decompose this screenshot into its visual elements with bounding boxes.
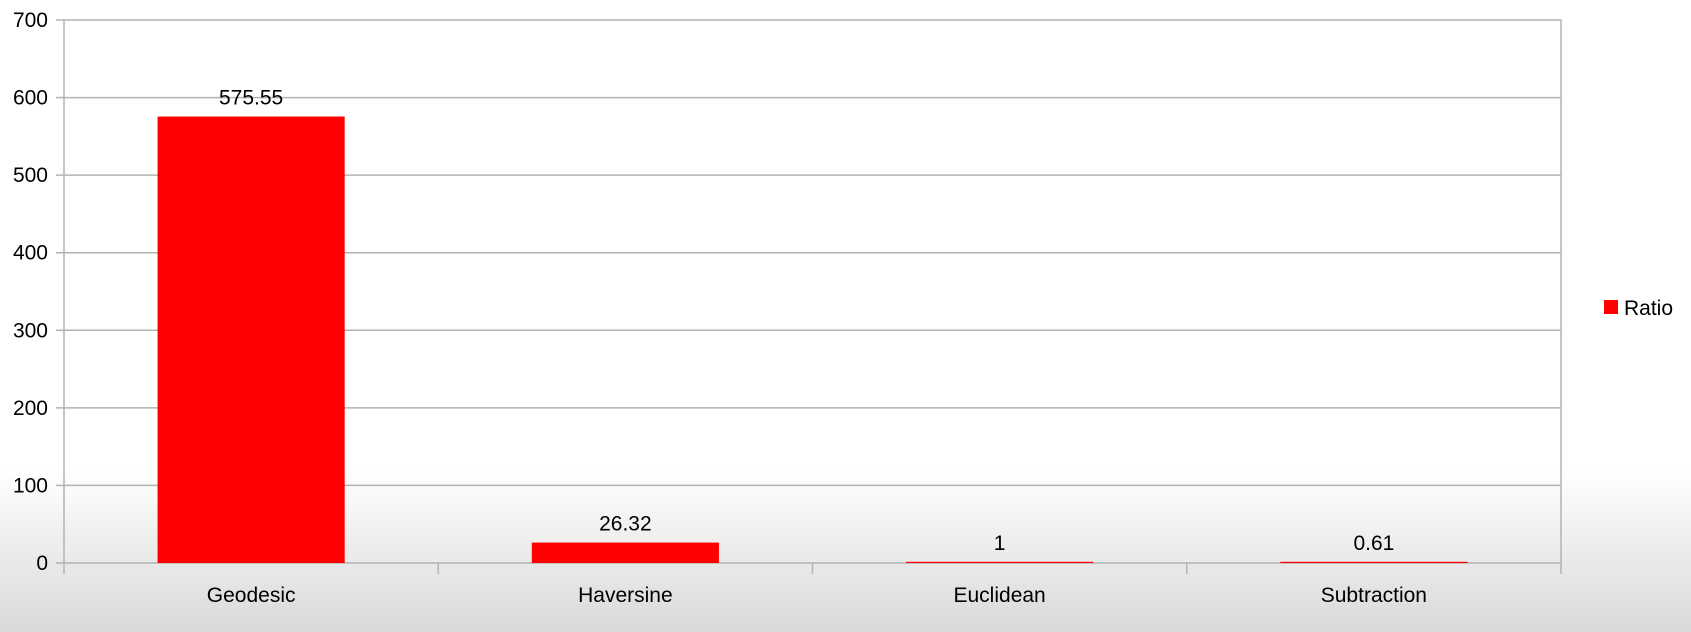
y-tick-label: 200 xyxy=(13,397,48,420)
y-tick-label: 100 xyxy=(13,474,48,497)
legend-label: Ratio xyxy=(1624,297,1673,320)
bars xyxy=(157,116,1468,563)
bar-subtraction xyxy=(1280,561,1468,563)
y-tick-label: 300 xyxy=(13,319,48,342)
y-tick-label: 500 xyxy=(13,164,48,187)
y-tick-label: 400 xyxy=(13,242,48,265)
x-tick-label: Euclidean xyxy=(954,584,1046,607)
x-tick-label: Haversine xyxy=(578,584,673,607)
x-tick-label: Geodesic xyxy=(207,584,296,607)
axes xyxy=(56,19,1562,574)
y-tick-label: 700 xyxy=(13,9,48,32)
data-label: 0.61 xyxy=(1353,532,1394,555)
bar-geodesic xyxy=(157,116,345,563)
bar-haversine xyxy=(531,542,719,563)
data-label: 1 xyxy=(994,532,1006,555)
legend-swatch xyxy=(1604,300,1618,314)
data-label: 26.32 xyxy=(599,513,652,536)
y-tick-label: 0 xyxy=(36,552,48,575)
x-tick-label: Subtraction xyxy=(1321,584,1427,607)
data-label: 575.55 xyxy=(219,87,283,110)
bar-euclidean xyxy=(906,561,1094,563)
y-tick-label: 600 xyxy=(13,87,48,110)
legend: Ratio xyxy=(1604,297,1673,320)
labels: 0 100 200 300 400 500 600 700 575.55 Geodesic 26.3… xyxy=(13,9,1427,607)
